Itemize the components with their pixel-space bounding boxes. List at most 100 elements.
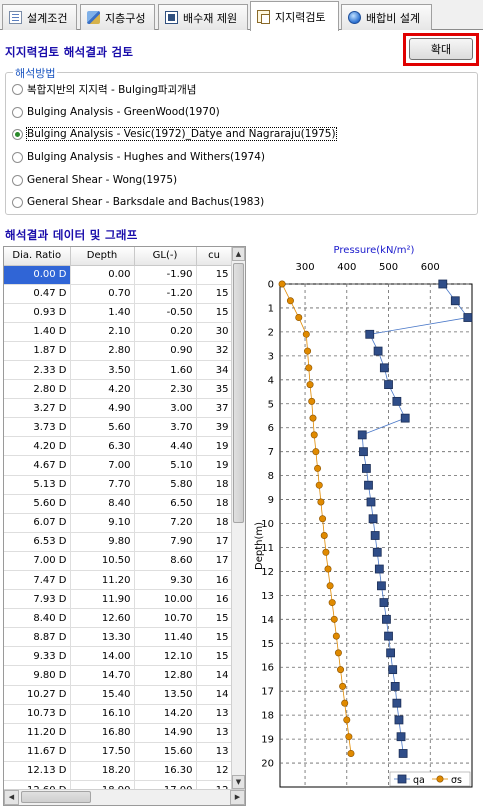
table-cell[interactable]: 8.60 xyxy=(134,551,197,572)
table-cell[interactable]: 5.60 D xyxy=(4,494,71,514)
table-cell[interactable]: 11.20 D xyxy=(4,723,71,743)
radio-button[interactable] xyxy=(12,174,23,186)
table-row[interactable]: 7.47 D 11.20 9.30 16 xyxy=(4,570,233,591)
zoom-button[interactable]: 확대 xyxy=(409,38,473,60)
scroll-down-icon[interactable]: ▼ xyxy=(232,775,245,789)
table-cell[interactable]: 14 xyxy=(196,685,233,705)
table-cell[interactable]: -1.90 xyxy=(134,265,197,285)
table-cell[interactable]: 9.10 xyxy=(70,513,135,533)
table-cell[interactable]: 6.30 xyxy=(70,436,135,457)
table-cell[interactable]: 17.50 xyxy=(70,742,135,762)
tab-design-conditions[interactable]: 설계조건 xyxy=(2,4,77,30)
table-cell[interactable]: 12 xyxy=(196,761,233,782)
tab-bearing-capacity[interactable]: 지지력검토 xyxy=(250,1,339,31)
table-row[interactable]: 11.20 D 16.80 14.90 13 xyxy=(4,723,233,743)
table-row[interactable]: 11.67 D 17.50 15.60 13 xyxy=(4,742,233,762)
table-cell[interactable]: 7.00 xyxy=(70,455,135,476)
method-option-wong[interactable]: General Shear - Wong(1975) xyxy=(12,172,177,188)
radio-button[interactable] xyxy=(12,106,23,118)
table-cell[interactable]: 2.30 xyxy=(134,379,197,400)
table-cell[interactable]: 16.30 xyxy=(134,761,197,782)
table-cell[interactable]: 30 xyxy=(196,322,233,342)
radio-button[interactable] xyxy=(12,83,23,95)
tab-mix-design[interactable]: 배합비 설계 xyxy=(341,4,432,30)
table-cell[interactable]: 15 xyxy=(196,303,233,323)
table-cell[interactable]: 17 xyxy=(196,551,233,572)
column-header[interactable]: GL(-) xyxy=(134,247,197,266)
table-cell[interactable]: 13 xyxy=(196,723,233,743)
table-cell[interactable]: 12.60 xyxy=(70,608,135,629)
table-cell[interactable]: 15 xyxy=(196,646,233,667)
table-row[interactable]: 0.00 D 0.00 -1.90 15 xyxy=(4,265,233,285)
table-cell[interactable]: 14.00 xyxy=(70,646,135,667)
table-cell[interactable]: 18 xyxy=(196,513,233,533)
table-row[interactable]: 1.40 D 2.10 0.20 30 xyxy=(4,322,233,342)
table-cell[interactable]: 4.20 D xyxy=(4,436,71,457)
table-cell[interactable]: 14.70 xyxy=(70,665,135,686)
table-row[interactable]: 7.93 D 11.90 10.00 16 xyxy=(4,589,233,610)
scroll-thumb[interactable] xyxy=(233,263,244,523)
table-cell[interactable]: 15 xyxy=(196,284,233,304)
table-row[interactable]: 0.47 D 0.70 -1.20 15 xyxy=(4,284,233,304)
radio-button[interactable] xyxy=(12,151,23,163)
radio-button[interactable] xyxy=(12,196,23,208)
column-header[interactable]: Depth xyxy=(70,247,135,266)
table-cell[interactable]: 15 xyxy=(196,627,233,648)
table-cell[interactable]: 4.20 xyxy=(70,379,135,400)
table-cell[interactable]: 11.67 D xyxy=(4,742,71,762)
table-row[interactable]: 8.87 D 13.30 11.40 15 xyxy=(4,627,233,648)
table-cell[interactable]: 2.80 D xyxy=(4,379,71,400)
table-cell[interactable]: 9.33 D xyxy=(4,646,71,667)
table-cell[interactable]: 4.67 D xyxy=(4,455,71,476)
table-row[interactable]: 10.27 D 15.40 13.50 14 xyxy=(4,685,233,705)
table-cell[interactable]: 1.60 xyxy=(134,360,197,381)
method-option-vesic[interactable]: Bulging Analysis - Vesic(1972)_Datye and… xyxy=(12,126,337,142)
table-cell[interactable]: 4.90 xyxy=(70,398,135,419)
table-cell[interactable]: 15 xyxy=(196,608,233,629)
table-row[interactable]: 10.73 D 16.10 14.20 13 xyxy=(4,704,233,724)
table-cell[interactable]: 10.70 xyxy=(134,608,197,629)
method-option-barksdale[interactable]: General Shear - Barksdale and Bachus(198… xyxy=(12,194,264,210)
table-cell[interactable]: 0.00 xyxy=(70,265,135,285)
table-cell[interactable]: 1.87 D xyxy=(4,341,71,361)
table-cell[interactable]: 9.80 xyxy=(70,532,135,552)
table-cell[interactable]: 15 xyxy=(196,265,233,285)
table-cell[interactable]: 14.90 xyxy=(134,723,197,743)
table-cell[interactable]: 14.20 xyxy=(134,704,197,724)
table-cell[interactable]: 2.80 xyxy=(70,341,135,361)
table-cell[interactable]: 7.90 xyxy=(134,532,197,552)
results-table[interactable]: Dia. Ratio Depth GL(-) cu 0.00 D 0.00 -1.9… xyxy=(3,246,246,806)
table-cell[interactable]: 9.30 xyxy=(134,570,197,591)
table-row[interactable]: 0.93 D 1.40 -0.50 15 xyxy=(4,303,233,323)
table-cell[interactable]: -0.50 xyxy=(134,303,197,323)
table-row[interactable]: 3.73 D 5.60 3.70 39 xyxy=(4,417,233,438)
method-option-greenwood[interactable]: Bulging Analysis - GreenWood(1970) xyxy=(12,104,220,120)
table-cell[interactable]: 12.13 D xyxy=(4,761,71,782)
column-header[interactable]: Dia. Ratio xyxy=(4,247,71,266)
radio-button-checked[interactable] xyxy=(12,128,23,140)
table-row[interactable]: 5.13 D 7.70 5.80 18 xyxy=(4,475,233,495)
scroll-up-icon[interactable]: ▲ xyxy=(232,247,245,261)
table-cell[interactable]: 13.50 xyxy=(134,685,197,705)
table-cell[interactable]: 4.40 xyxy=(134,436,197,457)
table-row[interactable]: 4.20 D 6.30 4.40 19 xyxy=(4,436,233,457)
table-cell[interactable]: 18 xyxy=(196,475,233,495)
table-cell[interactable]: 13 xyxy=(196,704,233,724)
table-row[interactable]: 12.13 D 18.20 16.30 12 xyxy=(4,761,233,782)
table-row[interactable]: 2.80 D 4.20 2.30 35 xyxy=(4,379,233,400)
table-cell[interactable]: 10.73 D xyxy=(4,704,71,724)
table-cell[interactable]: 5.60 xyxy=(70,417,135,438)
table-cell[interactable]: 2.10 xyxy=(70,322,135,342)
table-cell[interactable]: 11.90 xyxy=(70,589,135,610)
table-cell[interactable]: 3.70 xyxy=(134,417,197,438)
table-cell[interactable]: 11.20 xyxy=(70,570,135,591)
table-cell[interactable]: 7.93 D xyxy=(4,589,71,610)
table-cell[interactable]: 12.80 xyxy=(134,665,197,686)
table-cell[interactable]: 19 xyxy=(196,436,233,457)
table-cell[interactable]: 1.40 xyxy=(70,303,135,323)
table-cell[interactable]: 7.70 xyxy=(70,475,135,495)
table-cell[interactable]: 13.30 xyxy=(70,627,135,648)
table-row[interactable]: 9.33 D 14.00 12.10 15 xyxy=(4,646,233,667)
table-cell[interactable]: 7.47 D xyxy=(4,570,71,591)
table-row[interactable]: 9.80 D 14.70 12.80 14 xyxy=(4,665,233,686)
